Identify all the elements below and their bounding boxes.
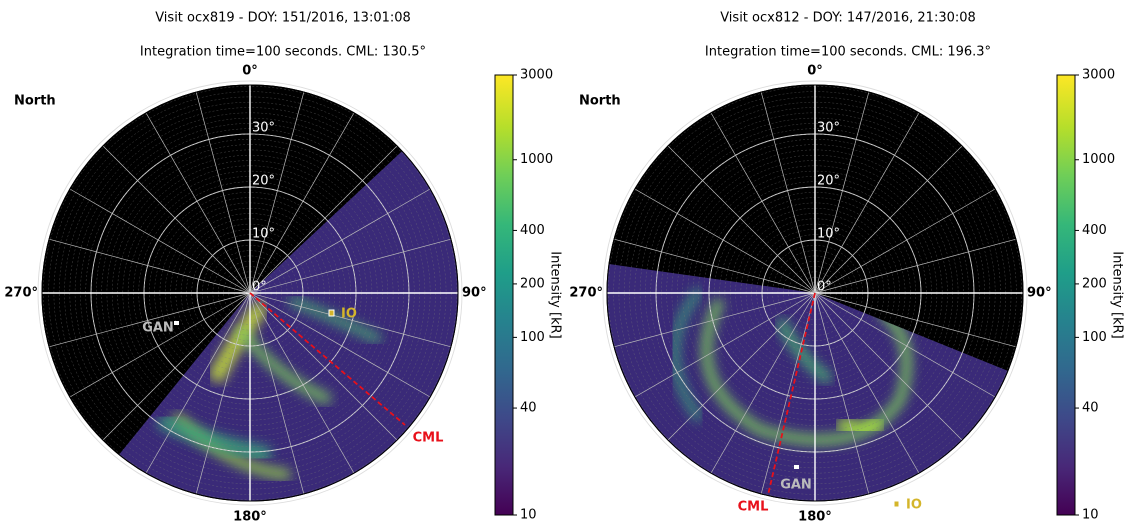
radial-label: 30° <box>817 121 840 136</box>
radial-label: 20° <box>817 174 840 189</box>
title: Visit ocx819 - DOY: 151/2016, 13:01:08 <box>155 11 411 26</box>
colorbar-tick-label: 3000 <box>520 68 553 83</box>
radial-label: 30° <box>252 121 275 136</box>
radial-label: 0° <box>817 280 832 295</box>
angle-label: 270° <box>569 286 603 301</box>
colorbar-label: Intensity [kR] <box>548 251 563 338</box>
annotation: CML <box>738 500 769 515</box>
colorbar <box>495 75 513 515</box>
annotation: IO <box>341 307 357 322</box>
angle-label: 180° <box>233 510 267 525</box>
colorbar-tick-label: 200 <box>1082 276 1107 291</box>
angle-label: 270° <box>4 286 38 301</box>
colorbar-tick-label: 10 <box>1082 508 1099 523</box>
angle-label: 180° <box>798 510 832 525</box>
hemisphere-label: North <box>579 94 621 109</box>
angle-label: 90° <box>462 286 487 301</box>
io-marker <box>329 310 334 316</box>
radial-label: 10° <box>252 227 275 242</box>
panel: Visit ocx819 - DOY: 151/2016, 13:01:08 In… <box>4 11 562 525</box>
angle-label: 0° <box>242 64 258 79</box>
colorbar-tick-label: 100 <box>1082 330 1107 345</box>
annotation: GAN <box>780 478 812 493</box>
io-marker <box>894 501 899 507</box>
annotation: IO <box>906 498 922 513</box>
radial-label: 20° <box>252 174 275 189</box>
radial-label: 10° <box>817 227 840 242</box>
colorbar-tick-label: 400 <box>520 223 545 238</box>
gan-marker <box>794 465 799 469</box>
colorbar-tick-label: 1000 <box>1082 152 1115 167</box>
colorbar-tick-label: 10 <box>520 508 537 523</box>
colorbar-label: Intensity [kR] <box>1110 251 1125 338</box>
angle-label: 0° <box>807 64 823 79</box>
title: Visit ocx812 - DOY: 147/2016, 21:30:08 <box>720 11 976 26</box>
annotation: GAN <box>142 321 174 336</box>
radial-label: 0° <box>252 280 267 295</box>
panel: Visit ocx812 - DOY: 147/2016, 21:30:08 In… <box>569 11 1124 525</box>
angle-label: 90° <box>1027 286 1052 301</box>
figure: Visit ocx819 - DOY: 151/2016, 13:01:08 In… <box>0 0 1141 527</box>
subtitle: Integration time=100 seconds. CML: 196.3… <box>705 45 991 60</box>
annotation: CML <box>413 431 444 446</box>
hemisphere-label: North <box>14 94 56 109</box>
colorbar-tick-label: 40 <box>520 401 537 416</box>
gan-marker <box>174 321 179 325</box>
colorbar <box>1057 75 1075 515</box>
colorbar-tick-label: 100 <box>520 330 545 345</box>
colorbar-tick-label: 1000 <box>520 152 553 167</box>
colorbar-tick-label: 200 <box>520 276 545 291</box>
colorbar-tick-label: 3000 <box>1082 68 1115 83</box>
colorbar-tick-label: 40 <box>1082 401 1099 416</box>
colorbar-tick-label: 400 <box>1082 223 1107 238</box>
subtitle: Integration time=100 seconds. CML: 130.5… <box>140 45 426 60</box>
